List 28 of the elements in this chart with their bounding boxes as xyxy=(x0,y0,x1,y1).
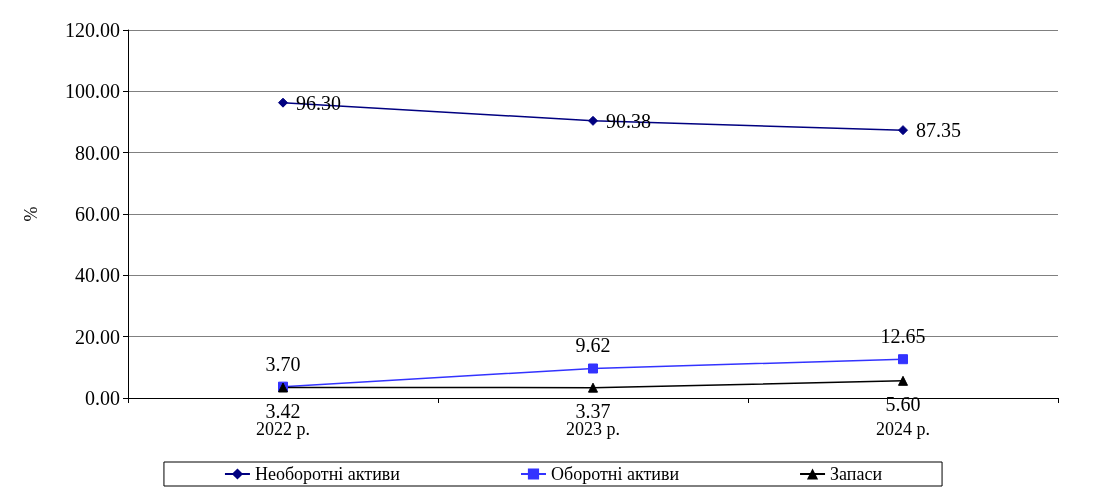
data-label: 3.37 xyxy=(575,399,611,422)
point xyxy=(898,125,908,136)
data-label: 9.62 xyxy=(575,334,611,357)
x-tick-label: 2024 р. xyxy=(876,419,930,439)
y-tick-label: 100.00 xyxy=(65,80,120,103)
point xyxy=(278,97,288,108)
legend-label: Оборотні активи xyxy=(550,464,680,484)
point xyxy=(588,382,598,393)
point xyxy=(898,354,908,365)
y-tick-label: 80.00 xyxy=(75,141,120,164)
data-label: 5.60 xyxy=(885,392,921,415)
y-tick-label: 120.00 xyxy=(65,19,120,41)
data-label: 12.65 xyxy=(880,325,926,348)
point xyxy=(588,115,598,126)
y-tick-label: 40.00 xyxy=(75,264,120,287)
data-label: 87.35 xyxy=(916,119,961,142)
data-label: 3.42 xyxy=(265,399,301,422)
x-tick-label: 2023 р. xyxy=(566,419,620,439)
y-axis-title: % xyxy=(21,206,41,222)
data-label: 3.70 xyxy=(265,352,301,375)
x-tick-label: 2022 р. xyxy=(256,419,310,439)
legend-label: Необоротні активи xyxy=(254,464,401,484)
y-tick-label: 20.00 xyxy=(75,325,120,348)
y-tick-label: 0.00 xyxy=(85,387,120,409)
point xyxy=(898,375,908,386)
legend-label: Запаси xyxy=(830,464,883,484)
point xyxy=(588,363,598,374)
y-tick-label: 60.00 xyxy=(75,203,120,225)
